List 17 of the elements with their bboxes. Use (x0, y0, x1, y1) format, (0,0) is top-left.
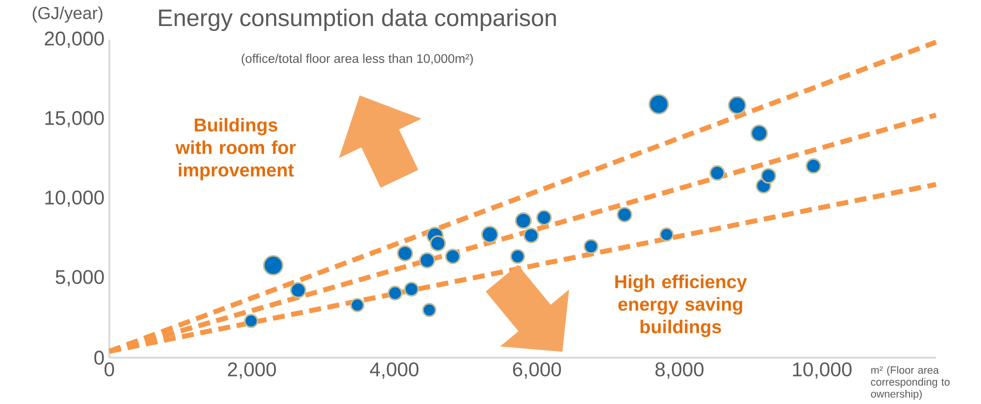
x-tick-label: 8,000 (655, 362, 704, 379)
x-tick-label: 10,000 (793, 362, 852, 379)
y-tick-label: 15,000 (45, 110, 104, 128)
y-tick-label: 0 (94, 350, 104, 365)
y-axis-title: (GJ/year) (32, 6, 102, 22)
annotation: Buildings with room for improvement (175, 118, 296, 180)
text: (office/total floor area less than 10,000m²) (242, 54, 473, 66)
annotation: High efficiency energy saving buildings (615, 274, 747, 337)
x-tick-label: 6,000 (513, 362, 561, 379)
x-axis-title: m² (Floor area corresponding to ownership) (871, 366, 950, 400)
x-tick-label: 2,000 (228, 362, 276, 379)
x-tick-label: 4,000 (370, 362, 418, 379)
x-tick-label: 0 (104, 362, 114, 376)
y-tick-label: 10,000 (45, 190, 104, 207)
y-tick-label: 20,000 (44, 31, 104, 48)
chart-title: Energy consumption data comparison (159, 8, 556, 31)
y-tick-label: 5,000 (56, 270, 104, 286)
